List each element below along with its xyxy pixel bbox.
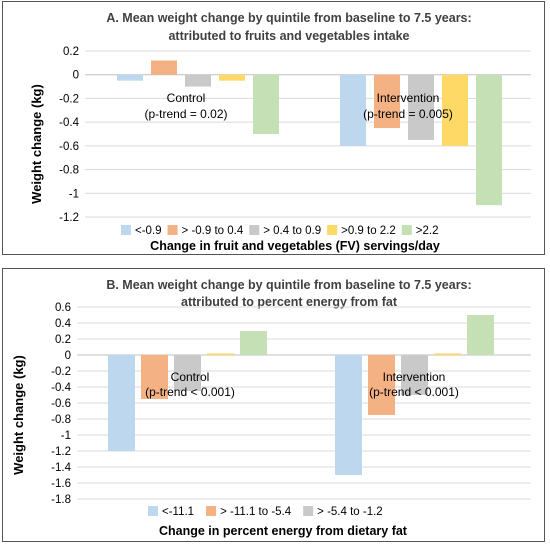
chart-b-y-tick-label: 0	[65, 350, 71, 362]
chart-b-y-tick-label: -1.8	[51, 494, 71, 506]
chart-a-legend-label: >2.2	[416, 225, 439, 237]
chart-a-legend-swatch	[121, 225, 131, 235]
chart-b-bar	[174, 355, 201, 391]
chart-b-marks: 0.6 0.4 0.2 0 -0.2 -0.4 -0.6 -0.8 -1 -1.2 -1.4 -1.6…	[51, 302, 531, 518]
chart-b-p-trend-annotation: (p-trend < 0.001)	[369, 385, 459, 399]
chart-a-y-tick-label: -0.2	[59, 93, 79, 105]
chart-b-legend-label: > -11.1 to -5.4	[220, 506, 292, 518]
chart-a-legend-label: > 0.4 to 0.9	[263, 225, 321, 237]
chart-b-bar	[240, 331, 267, 355]
chart-a-marks: 0.2 0 -0.2 -0.4 -0.6 -0.8 -1 -1.2 Control (p-tren…	[59, 46, 531, 237]
chart-a-y-tick-label: -1.2	[59, 212, 79, 224]
chart-a-x-axis-label: Change in fruit and vegetables (FV) serv…	[150, 239, 440, 253]
chart-a-category-label: Control	[167, 91, 206, 105]
chart-a-y-tick-label: 0.2	[63, 46, 79, 58]
chart-a-title: A. Mean weight change by quintile from b…	[106, 11, 471, 25]
chart-b-subtitle: attributed to percent energy from fat	[181, 295, 398, 309]
chart-a-bar	[408, 74, 434, 140]
chart-b-category-label: Control	[171, 370, 210, 384]
chart-b-y-tick-label: 0.6	[55, 302, 71, 314]
chart-b-y-axis-label: Weight change (kg)	[11, 355, 26, 475]
chart-b-bar	[335, 355, 362, 475]
chart-b-y-tick-label: -0.2	[51, 366, 71, 378]
chart-b-legend-swatch	[148, 506, 158, 516]
chart-b-legend-swatch	[303, 506, 314, 516]
chart-b-bar	[207, 353, 234, 355]
chart-b-legend-label: <-11.1	[162, 506, 194, 518]
chart-a-bar	[374, 74, 400, 129]
chart-a-legend-label: >0.9 to 2.2	[341, 225, 396, 237]
chart-b-y-tick-label: -0.8	[51, 414, 71, 426]
chart-a-legend-swatch	[167, 225, 178, 235]
chart-a-p-trend-annotation: (p-trend = 0.02)	[144, 107, 227, 121]
chart-b-y-tick-label: -1.2	[51, 446, 71, 458]
chart-a-legend-label: > -0.9 to 0.4	[182, 225, 244, 237]
chart-b-bar	[401, 355, 428, 395]
chart-a-bar	[442, 74, 468, 146]
chart-panel-a: A. Mean weight change by quintile from b…	[2, 1, 545, 255]
chart-a-bar	[253, 74, 279, 134]
chart-a-legend-label: <-0.9	[135, 225, 162, 237]
chart-b-bar	[108, 355, 135, 451]
chart-a-y-tick-label: -0.6	[59, 141, 79, 153]
chart-b-y-tick-label: 0.4	[55, 318, 72, 330]
chart-a-subtitle: attributed to fruits and vegetables inta…	[168, 29, 409, 43]
chart-a-bar	[219, 74, 245, 81]
chart-b-x-axis-label: Change in percent energy from dietary fa…	[159, 524, 408, 538]
chart-b-bar	[141, 355, 168, 399]
chart-b-y-tick-label: -1.6	[51, 478, 71, 490]
chart-b-legend-label: > -5.4 to -1.2	[317, 506, 383, 518]
chart-a-p-trend-annotation: (p-trend = 0.005)	[363, 107, 453, 121]
chart-panel-b: B. Mean weight change by quintile from b…	[2, 268, 545, 542]
chart-b-y-tick-label: -1.4	[51, 462, 71, 474]
chart-a-bar	[151, 60, 177, 75]
chart-a-y-axis-label: Weight change (kg)	[29, 84, 44, 204]
chart-a-bar	[340, 74, 366, 146]
chart-a-legend-swatch	[327, 225, 338, 235]
chart-a-y-tick-label: -1	[69, 188, 79, 200]
chart-b-y-tick-label: -0.4	[51, 382, 71, 394]
chart-a-legend-swatch	[249, 225, 260, 235]
chart-b-svg: B. Mean weight change by quintile from b…	[11, 278, 531, 538]
chart-a-legend-swatch	[401, 225, 412, 235]
chart-b-title: B. Mean weight change by quintile from b…	[106, 278, 471, 292]
chart-a-y-tick-label: -0.4	[59, 117, 79, 129]
chart-a-y-tick-label: 0	[73, 70, 79, 82]
chart-b-bar	[467, 315, 494, 355]
chart-a-bar	[117, 74, 143, 81]
chart-a-category-label: Intervention	[377, 91, 440, 105]
chart-a-bar	[476, 74, 502, 206]
chart-b-category-label: Intervention	[383, 370, 446, 384]
chart-a-svg: A. Mean weight change by quintile from b…	[29, 11, 531, 253]
chart-b-bar	[434, 353, 461, 355]
chart-b-bar	[368, 355, 395, 415]
chart-a-y-tick-label: -0.8	[59, 165, 79, 177]
chart-b-y-tick-label: 0.2	[55, 334, 71, 346]
chart-b-y-tick-label: -1	[61, 430, 71, 442]
chart-b-p-trend-annotation: (p-trend < 0.001)	[145, 385, 235, 399]
chart-b-legend-swatch	[206, 506, 217, 516]
chart-b-y-tick-label: -0.6	[51, 398, 71, 410]
chart-a-bar	[185, 74, 211, 87]
